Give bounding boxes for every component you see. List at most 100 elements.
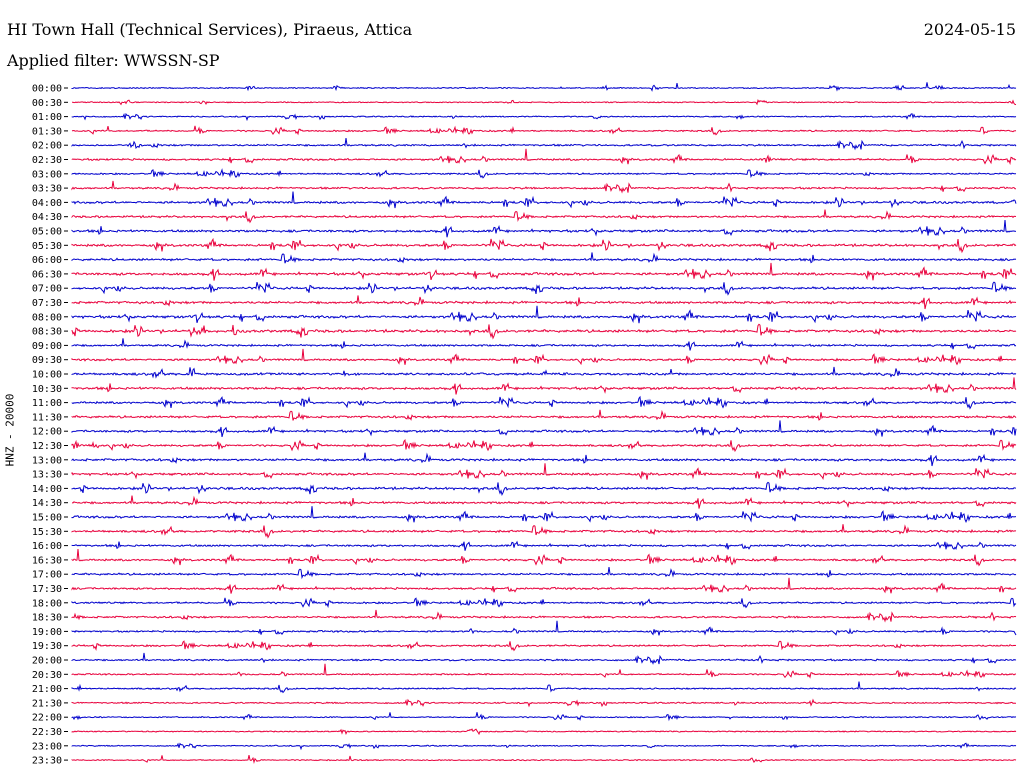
trace-row	[71, 338, 1017, 351]
trace-row	[71, 220, 1017, 238]
row-time-label: 23:00	[32, 741, 62, 752]
row-time-label: 21:00	[32, 684, 62, 695]
row-time-label: 21:30	[32, 698, 62, 709]
row-time-label: 22:30	[32, 727, 62, 738]
trace-row	[71, 463, 1017, 481]
trace-row	[71, 698, 1016, 708]
trace-row	[71, 295, 1017, 310]
row-time-label: 08:00	[32, 312, 62, 323]
row-time-label: 16:30	[32, 555, 62, 566]
trace-row	[71, 125, 1017, 136]
row-time-label: 16:00	[32, 541, 62, 552]
row-time-label: 18:00	[32, 598, 62, 609]
trace-row	[71, 348, 1017, 366]
row-time-label: 05:00	[32, 227, 62, 238]
row-time-label: 12:30	[32, 441, 62, 452]
row-time-label: 07:30	[32, 298, 62, 309]
trace-row	[71, 652, 1017, 665]
row-time-label: 00:30	[32, 98, 62, 109]
trace-row	[71, 377, 1017, 395]
trace-row	[71, 540, 1017, 551]
trace-row	[71, 82, 1017, 92]
trace-row	[71, 640, 1017, 652]
trace-row	[71, 323, 1017, 340]
trace-row	[71, 252, 1017, 264]
row-time-label: 11:00	[32, 398, 62, 409]
row-time-label: 03:00	[32, 169, 62, 180]
row-time-label: 13:00	[32, 455, 62, 466]
trace-row	[71, 439, 1017, 453]
trace-row	[71, 597, 1017, 609]
filter-label: Applied filter: WWSSN-SP	[7, 51, 220, 70]
row-time-label: 17:00	[32, 570, 62, 581]
trace-row	[71, 112, 1017, 122]
row-time-label: 04:30	[32, 212, 62, 223]
row-time-label: 07:00	[32, 284, 62, 295]
trace-row	[71, 524, 1017, 539]
trace-row	[71, 191, 1017, 209]
row-time-label: 01:30	[32, 126, 62, 137]
trace-row	[71, 681, 1017, 694]
row-time-label: 10:00	[32, 370, 62, 381]
row-time-label: 19:30	[32, 641, 62, 652]
date-label: 2024-05-15	[923, 20, 1016, 39]
row-time-label: 01:00	[32, 112, 62, 123]
row-time-label: 02:00	[32, 141, 62, 152]
row-time-label: 19:00	[32, 627, 62, 638]
trace-row	[71, 148, 1017, 166]
row-time-label: 14:00	[32, 484, 62, 495]
trace-row	[71, 168, 1017, 179]
row-time-label: 20:00	[32, 656, 62, 667]
row-time-label: 06:00	[32, 255, 62, 266]
row-time-label: 17:30	[32, 584, 62, 595]
row-time-label: 18:30	[32, 613, 62, 624]
trace-row	[71, 452, 1017, 467]
trace-row	[71, 620, 1017, 636]
row-time-label: 05:30	[32, 241, 62, 252]
trace-row	[71, 481, 1017, 496]
row-time-label: 20:30	[32, 670, 62, 681]
row-time-label: 12:00	[32, 427, 62, 438]
row-time-label: 02:30	[32, 155, 62, 166]
trace-row	[71, 495, 1017, 509]
trace-row	[71, 138, 1017, 151]
trace-row	[71, 409, 1017, 421]
row-time-label: 15:30	[32, 527, 62, 538]
row-time-label: 09:30	[32, 355, 62, 366]
trace-row	[71, 180, 1016, 194]
row-time-label: 04:00	[32, 198, 62, 209]
row-time-label: 06:30	[32, 269, 62, 280]
trace-row	[71, 567, 1017, 580]
row-time-label: 08:30	[32, 327, 62, 338]
row-time-label: 10:30	[32, 384, 62, 395]
row-time-label: 09:00	[32, 341, 62, 352]
trace-row	[71, 549, 1017, 567]
trace-row	[71, 609, 1017, 623]
row-time-label: 22:00	[32, 713, 62, 724]
trace-row	[71, 237, 1017, 254]
row-time-label: 15:00	[32, 513, 62, 524]
trace-row	[71, 305, 1017, 324]
row-time-label: 00:00	[32, 84, 62, 95]
trace-row	[71, 99, 1017, 106]
trace-row	[71, 577, 1017, 594]
row-time-label: 23:30	[32, 756, 62, 767]
trace-row	[71, 281, 1017, 296]
row-time-label: 03:30	[32, 184, 62, 195]
trace-row	[71, 366, 1017, 379]
trace-row	[71, 663, 1017, 679]
trace-row	[71, 728, 1017, 736]
trace-row	[71, 712, 1017, 722]
trace-row	[71, 395, 1017, 410]
row-time-label: 13:30	[32, 470, 62, 481]
trace-row	[71, 754, 1017, 764]
trace-row	[71, 262, 1017, 281]
trace-row	[71, 506, 1017, 524]
station-title: HI Town Hall (Technical Services), Pirae…	[7, 20, 413, 39]
trace-row	[71, 742, 1017, 751]
row-time-label: 11:30	[32, 412, 62, 423]
trace-row	[71, 420, 1017, 438]
row-time-label: 14:30	[32, 498, 62, 509]
trace-row	[71, 209, 1017, 224]
